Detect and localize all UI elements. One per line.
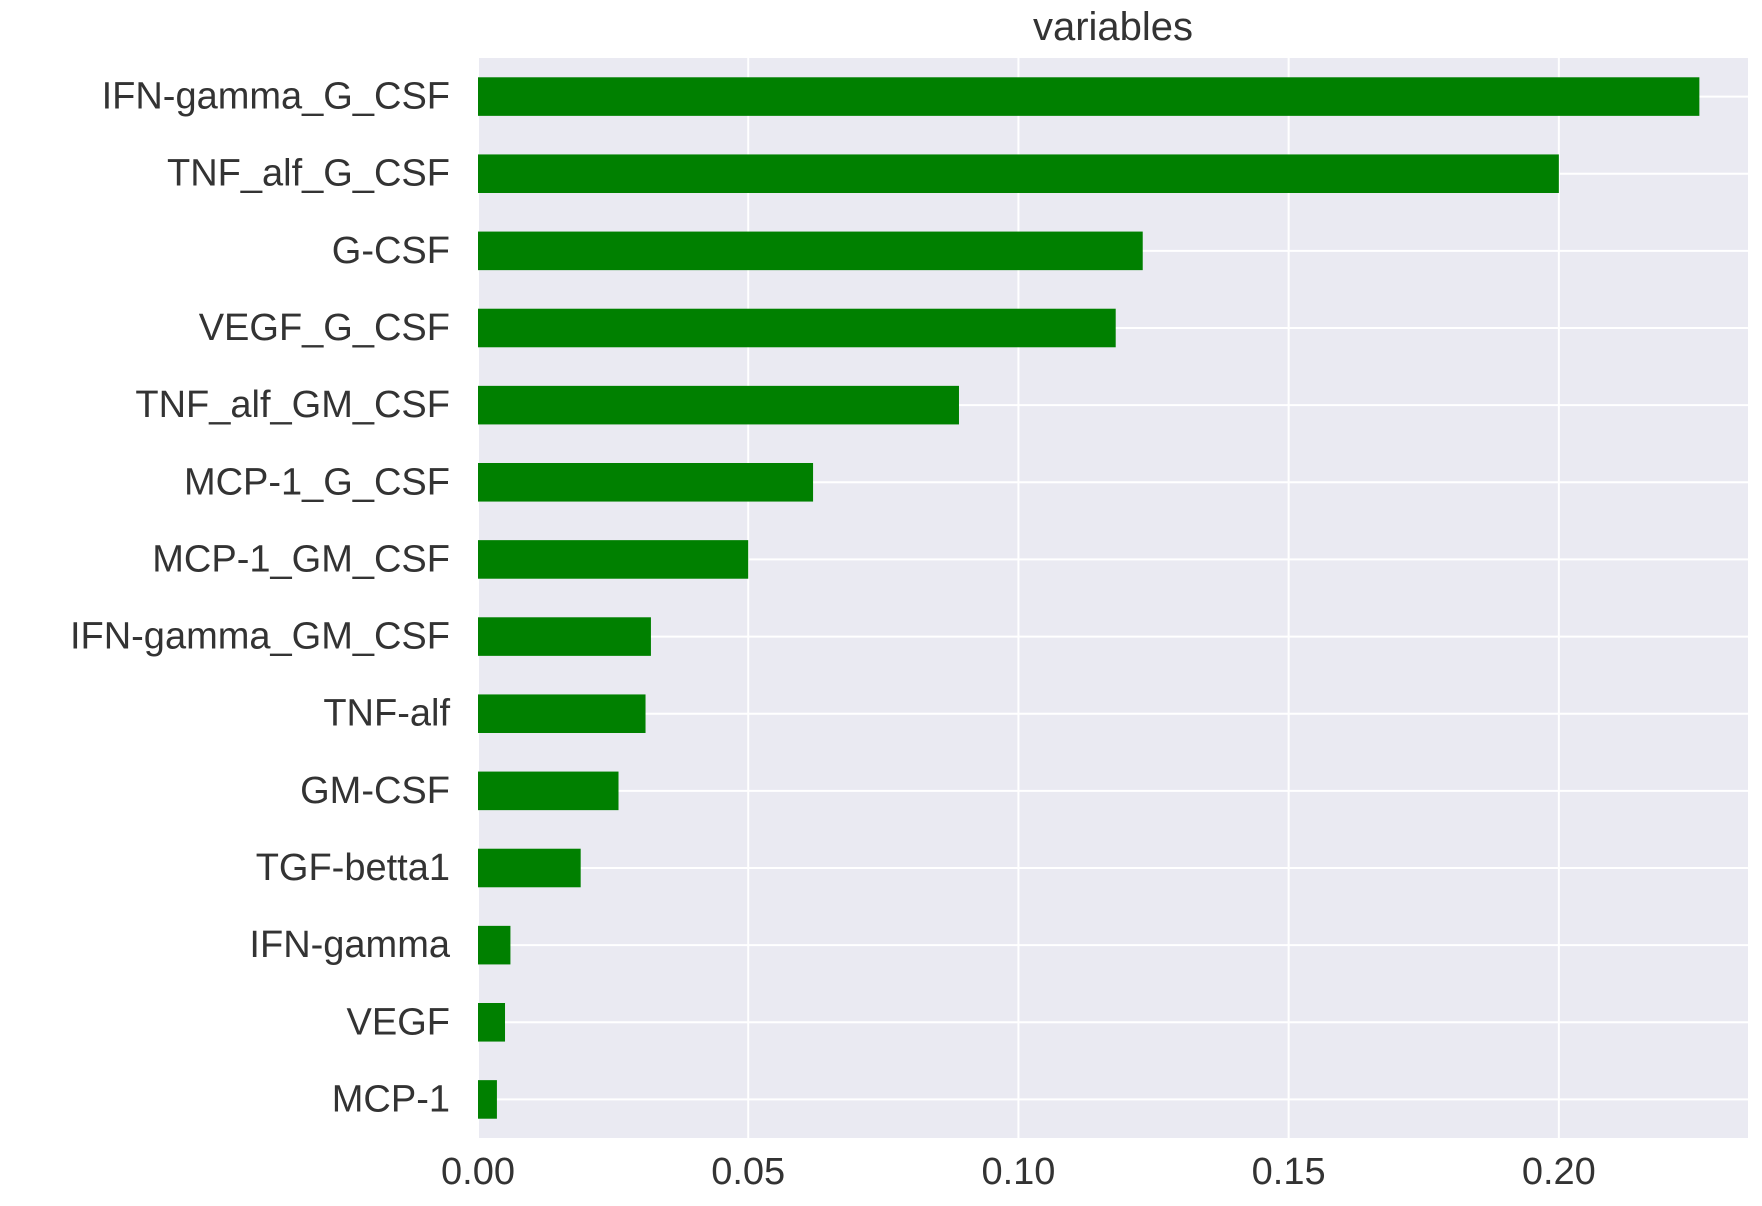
category-label: MCP-1_GM_CSF xyxy=(152,538,450,580)
category-label: IFN-gamma xyxy=(249,924,450,966)
bar-ifn-gamma-g-csf xyxy=(478,77,1700,116)
category-labels: IFN-gamma_G_CSF TNF_alf_G_CSF G-CSF VEGF_G_… xyxy=(70,76,451,1121)
chart-title: variables xyxy=(1033,5,1193,49)
x-tick-label: 0.20 xyxy=(1522,1151,1596,1193)
category-label: VEGF_G_CSF xyxy=(199,307,450,349)
category-label: TGF-betta1 xyxy=(256,847,450,889)
bar-vegf xyxy=(478,1003,506,1042)
x-tick-label: 0.05 xyxy=(711,1151,785,1193)
category-label: TNF_alf_G_CSF xyxy=(167,153,450,195)
bar-g-csf xyxy=(478,231,1143,271)
category-label: VEGF xyxy=(347,1001,450,1043)
bar-gm-csf xyxy=(478,771,619,811)
bar-mcp-1-g-csf xyxy=(478,463,814,502)
category-label: G-CSF xyxy=(332,230,450,272)
category-label: MCP-1 xyxy=(332,1078,450,1120)
category-label: IFN-gamma_GM_CSF xyxy=(70,616,450,658)
category-label: GM-CSF xyxy=(300,770,450,812)
bar-ifn-gamma xyxy=(478,925,511,965)
category-label: TNF-alf xyxy=(323,693,450,735)
x-tick-label: 0.00 xyxy=(441,1151,515,1193)
bar-tnf-alf-gm-csf xyxy=(478,385,959,425)
category-label: IFN-gamma_G_CSF xyxy=(102,76,450,118)
bar-vegf-g-csf xyxy=(478,308,1116,348)
bar-mcp-1-gm-csf xyxy=(478,540,749,579)
bar-mcp-1 xyxy=(478,1080,497,1119)
x-tick-labels: 0.00 0.05 0.10 0.15 0.20 xyxy=(441,1151,1596,1193)
category-label: TNF_alf_GM_CSF xyxy=(135,384,450,426)
bars xyxy=(478,77,1700,1119)
bar-tnf-alf xyxy=(478,694,646,733)
x-tick-label: 0.10 xyxy=(981,1151,1055,1193)
category-label: MCP-1_G_CSF xyxy=(184,461,450,503)
x-tick-label: 0.15 xyxy=(1252,1151,1326,1193)
bar-tgf-betta1 xyxy=(478,848,581,888)
bar-ifn-gamma-gm-csf xyxy=(478,617,651,656)
bar-tnf-alf-g-csf xyxy=(478,154,1559,193)
plot-area xyxy=(478,58,1748,1138)
